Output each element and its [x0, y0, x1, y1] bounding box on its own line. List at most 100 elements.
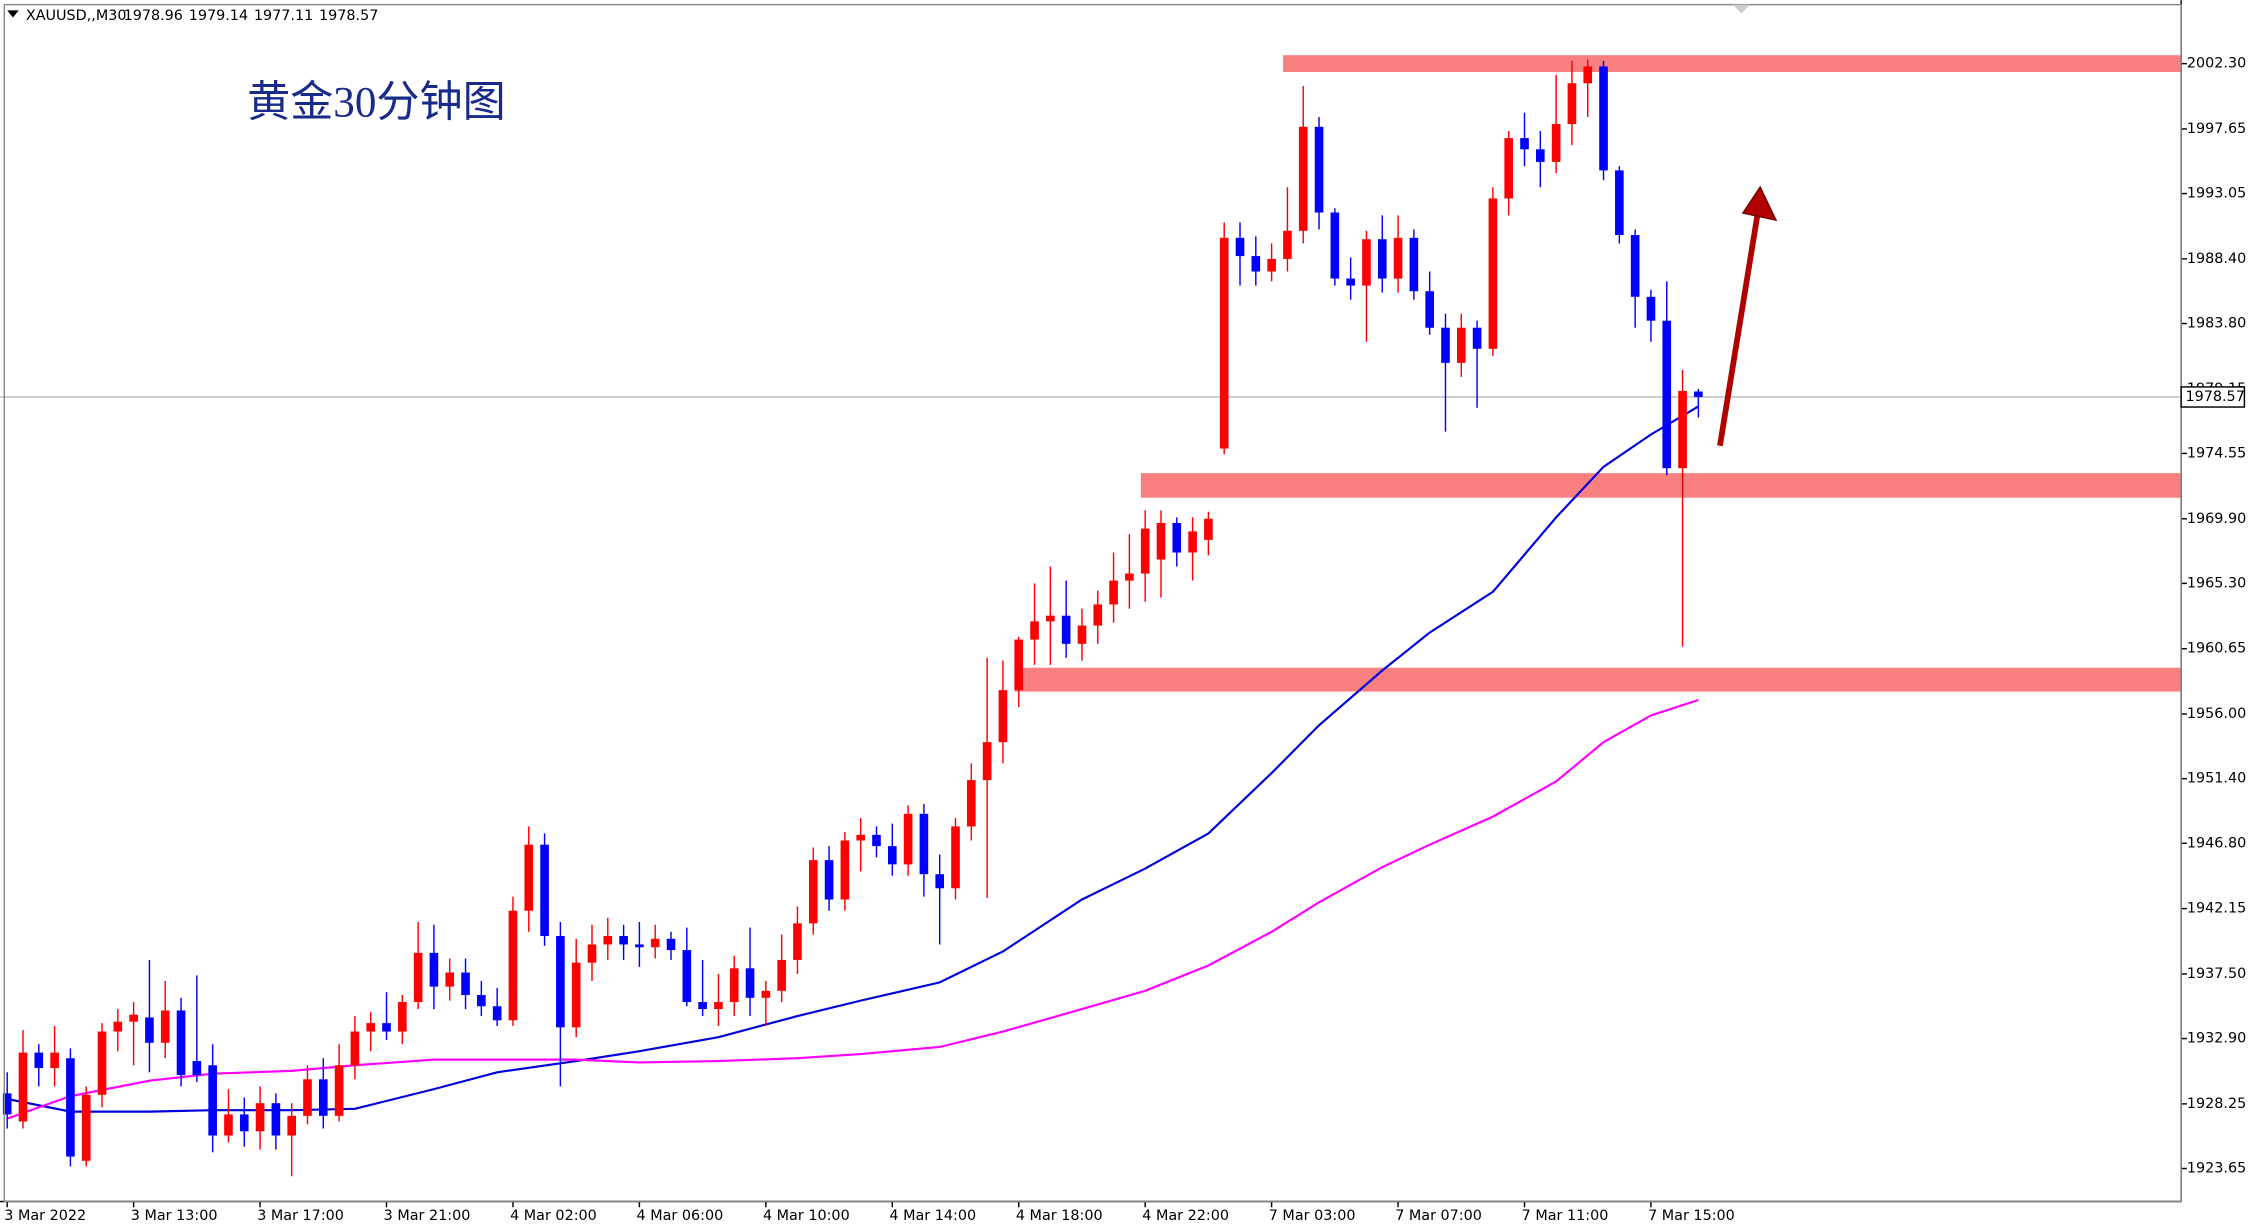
- candle-body: [50, 1052, 59, 1069]
- candle-body: [919, 813, 929, 875]
- candle-body: [1030, 621, 1039, 640]
- candle-body: [318, 1079, 328, 1116]
- candle-body: [1630, 235, 1640, 297]
- candle-body: [587, 944, 597, 963]
- y-tick-label: 1928.25: [2187, 1096, 2246, 1112]
- y-tick-label: 1988.40: [2187, 251, 2246, 267]
- candle-body: [1472, 327, 1482, 349]
- support-resistance-zone: [1140, 473, 2182, 498]
- candle-body: [540, 844, 549, 937]
- x-tick-label: 3 Mar 21:00: [384, 1208, 471, 1224]
- candle-body: [1615, 170, 1624, 236]
- candle-body: [840, 840, 850, 900]
- candle-body: [635, 944, 644, 948]
- y-tick-label: 1965.30: [2187, 575, 2246, 591]
- candle-body: [398, 1002, 407, 1032]
- candle-body: [1377, 239, 1387, 279]
- candle-body: [1109, 580, 1118, 605]
- moving-average: [6, 405, 1699, 1113]
- candle-body: [81, 1094, 91, 1161]
- candle-body: [982, 742, 992, 781]
- candle-body: [429, 952, 439, 987]
- candle-body: [808, 860, 818, 924]
- candle-body: [1046, 615, 1055, 622]
- candle-body: [761, 990, 771, 998]
- ohlc-value: 1978.57: [319, 8, 378, 24]
- y-tick-label: 1956.00: [2187, 706, 2246, 722]
- candle-body: [1441, 327, 1450, 363]
- candle-body: [1235, 237, 1245, 257]
- x-tick-label: 4 Mar 14:00: [889, 1208, 976, 1224]
- price-label: 1978.57: [2185, 389, 2244, 405]
- x-tick-label: 4 Mar 10:00: [763, 1208, 850, 1224]
- candle-body: [1204, 518, 1213, 540]
- candle-body: [287, 1115, 296, 1136]
- candle-body: [1298, 126, 1308, 231]
- candle-body: [967, 780, 976, 827]
- symbol: XAUUSD,,M30: [26, 8, 127, 24]
- candle-body: [1219, 237, 1229, 449]
- candle-body: [1409, 237, 1419, 292]
- candle-body: [1362, 239, 1371, 286]
- ohlc-value: 1979.14: [189, 8, 248, 24]
- candle-body: [824, 860, 834, 900]
- candle-body: [1488, 198, 1498, 349]
- candle-body: [508, 910, 518, 1021]
- candle-body: [1536, 149, 1545, 162]
- candle-body: [350, 1031, 360, 1066]
- support-resistance-zone: [1014, 667, 2182, 692]
- y-tick-label: 1932.90: [2187, 1031, 2246, 1047]
- menu-triangle: [7, 10, 19, 18]
- candle-body: [1551, 124, 1561, 162]
- candle-body: [176, 1010, 186, 1076]
- x-tick-label: 3 Mar 13:00: [131, 1208, 218, 1224]
- candle-body: [682, 950, 692, 1003]
- candle-body: [1425, 291, 1434, 328]
- candle-body: [477, 995, 486, 1007]
- ohlc-value: 1977.11: [254, 8, 313, 24]
- candle-body: [192, 1061, 202, 1076]
- y-tick-label: 1993.05: [2187, 186, 2246, 202]
- candle-body: [1678, 390, 1687, 469]
- candle-body: [129, 1014, 138, 1022]
- candle-body: [1077, 625, 1087, 644]
- candle-body: [1346, 278, 1355, 286]
- candle-body: [145, 1017, 154, 1043]
- candle-body: [160, 1010, 170, 1043]
- arrow: [1717, 185, 1778, 447]
- candle-body: [793, 923, 802, 960]
- candle-body: [571, 962, 581, 1028]
- candle-body: [556, 936, 565, 1028]
- candle-body: [650, 938, 660, 948]
- candle-body: [1172, 522, 1182, 553]
- candle-body: [113, 1021, 123, 1032]
- y-tick-label: 1946.80: [2187, 835, 2246, 851]
- candle-body: [208, 1065, 217, 1136]
- candle-body: [1061, 615, 1071, 644]
- candle-body: [1093, 604, 1103, 626]
- candle-body: [1456, 327, 1466, 363]
- candle-body: [903, 813, 913, 865]
- x-tick-label: 7 Mar 07:00: [1395, 1208, 1482, 1224]
- candle-body: [1694, 391, 1703, 397]
- candle-body: [255, 1103, 265, 1132]
- chart-title: 黄金30分钟图: [247, 79, 506, 127]
- y-tick-label: 1942.15: [2187, 901, 2246, 917]
- x-tick-label: 4 Mar 18:00: [1016, 1208, 1103, 1224]
- candle-body: [445, 972, 455, 987]
- candle-body: [698, 1002, 707, 1010]
- candle-body: [1267, 258, 1276, 272]
- candle-body: [334, 1065, 344, 1116]
- x-tick-label: 7 Mar 15:00: [1648, 1208, 1735, 1224]
- candle-body: [887, 846, 897, 865]
- y-tick-label: 2002.30: [2187, 56, 2246, 72]
- arrow-shaft: [1717, 215, 1761, 447]
- arrow-head: [1741, 185, 1778, 222]
- candle-body: [34, 1052, 44, 1069]
- candle-body: [413, 952, 423, 1003]
- candles: [2, 59, 1703, 1177]
- shift-marker: [1732, 4, 1751, 14]
